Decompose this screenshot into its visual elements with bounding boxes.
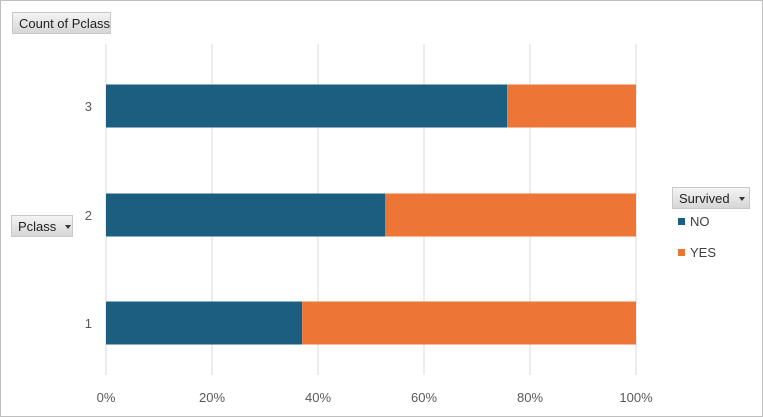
bar-no-pclass-2[interactable] xyxy=(106,193,386,237)
chevron-down-icon[interactable] xyxy=(65,224,72,229)
legend-field-label: Survived xyxy=(679,191,730,206)
values-field-button[interactable]: Count of Pclass xyxy=(12,12,111,34)
axis-field-button[interactable]: Pclass xyxy=(11,215,73,237)
values-field-label: Count of Pclass xyxy=(19,16,111,31)
legend-label: YES xyxy=(690,244,717,260)
legend-field-button[interactable]: Survived xyxy=(672,187,750,209)
bar-no-pclass-1[interactable] xyxy=(106,301,303,345)
axis-field-label: Pclass xyxy=(18,219,57,234)
x-tick-label: 0% xyxy=(97,390,116,405)
bar-yes-pclass-3[interactable] xyxy=(507,84,636,128)
y-tick-label: 3 xyxy=(85,99,92,114)
legend-swatch xyxy=(678,217,685,225)
legend-label: NO xyxy=(690,213,710,229)
x-tick-label: 40% xyxy=(305,390,331,405)
bar-yes-pclass-1[interactable] xyxy=(302,301,636,345)
x-tick-label: 100% xyxy=(619,390,653,405)
legend-item-no[interactable]: NO xyxy=(678,213,716,229)
chevron-down-icon[interactable] xyxy=(738,196,745,201)
x-tick-label: 60% xyxy=(411,390,437,405)
bar-yes-pclass-2[interactable] xyxy=(385,193,636,237)
legend-swatch xyxy=(678,248,685,256)
legend-item-yes[interactable]: YES xyxy=(678,244,716,260)
y-tick-label: 2 xyxy=(85,208,92,223)
x-tick-label: 20% xyxy=(199,390,225,405)
bar-no-pclass-3[interactable] xyxy=(106,84,508,128)
y-tick-label: 1 xyxy=(85,316,92,331)
legend: NO YES xyxy=(678,213,716,275)
x-tick-label: 80% xyxy=(517,390,543,405)
